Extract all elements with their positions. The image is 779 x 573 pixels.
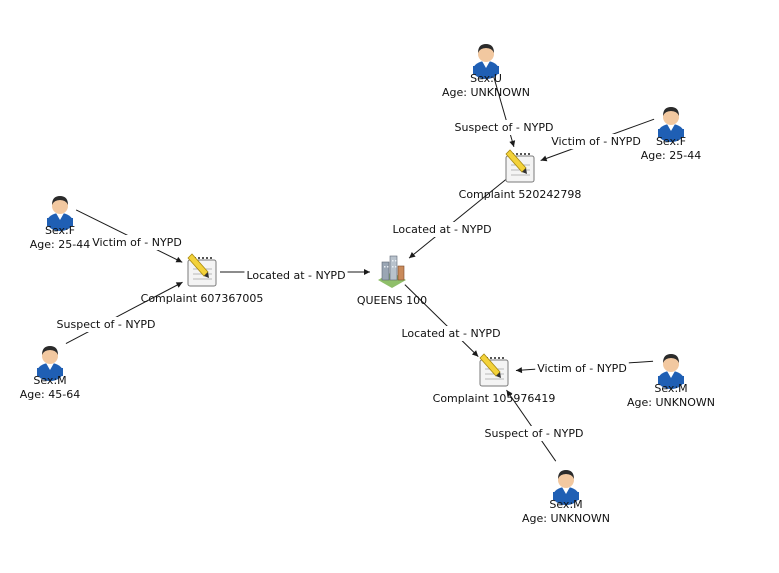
edge-label: Suspect of - NYPD — [57, 318, 156, 331]
edge-e1: Suspect of - NYPD — [452, 67, 556, 147]
edge-label: Located at - NYPD — [246, 269, 345, 282]
edge-label: Victim of - NYPD — [92, 236, 182, 249]
edge-e4: Victim of - NYPD — [75, 209, 184, 263]
edge-label: Suspect of - NYPD — [485, 427, 584, 440]
edge-arrowhead — [175, 282, 183, 288]
node-label-secondary: Age: UNKNOWN — [627, 396, 715, 409]
node-complaint-105976419[interactable]: Complaint 105976419 — [433, 353, 556, 405]
edge-arrowhead — [509, 140, 516, 147]
edge-arrowhead — [515, 367, 523, 374]
edge-label-background — [390, 222, 494, 237]
node-queens-100[interactable]: QUEENS 100 — [357, 255, 427, 307]
edge-e3: Located at - NYPD — [390, 178, 507, 259]
edge-label-background — [482, 426, 586, 441]
edge-label-background — [535, 361, 629, 376]
edge-e5: Suspect of - NYPD — [54, 281, 183, 345]
edge-line — [65, 281, 183, 345]
node-label-primary: Complaint 607367005 — [141, 292, 264, 305]
edge-label-background — [452, 120, 556, 135]
edge-e2: Victim of - NYPD — [540, 118, 655, 162]
edge-arrowhead — [409, 252, 416, 259]
node-label-secondary: Age: UNKNOWN — [442, 86, 530, 99]
notepad-pencil-icon — [505, 149, 535, 183]
edge-label: Located at - NYPD — [392, 223, 491, 236]
edge-line — [506, 389, 557, 462]
edge-arrowhead — [364, 269, 370, 275]
edge-e6: Located at - NYPD — [220, 268, 370, 283]
edge-label: Suspect of - NYPD — [455, 121, 554, 134]
edge-arrowhead — [506, 390, 513, 397]
node-label-primary: Sex:M — [33, 374, 66, 387]
node-label-primary: Sex:F — [45, 224, 75, 237]
node-label-primary: Sex:F — [656, 135, 686, 148]
edge-label: Victim of - NYPD — [551, 135, 641, 148]
edge-label-background — [549, 134, 643, 149]
edge-label-background — [244, 268, 348, 283]
edge-label-background — [90, 235, 184, 250]
edge-arrowhead — [471, 350, 479, 357]
node-label-secondary: Age: 25-44 — [30, 238, 90, 251]
node-label-primary: Sex:M — [654, 382, 687, 395]
edge-arrowhead — [175, 256, 183, 263]
node-complaint-607367005[interactable]: Complaint 607367005 — [141, 253, 264, 305]
edge-label: Located at - NYPD — [401, 327, 500, 340]
edge-e8: Victim of - NYPD — [515, 360, 654, 376]
edge-line — [404, 284, 479, 357]
edge-label-background — [399, 326, 503, 341]
node-label-secondary: Age: UNKNOWN — [522, 512, 610, 525]
node-label-secondary: Age: 45-64 — [20, 388, 80, 401]
notepad-pencil-icon — [187, 253, 217, 287]
nodes-layer: Complaint 520242798 Complaint 607367005 Co… — [20, 44, 715, 525]
notepad-pencil-icon — [479, 353, 509, 387]
node-label-primary: Complaint 105976419 — [433, 392, 556, 405]
edge-label-background — [54, 317, 158, 332]
edge-label: Victim of - NYPD — [537, 362, 627, 375]
node-label-primary: QUEENS 100 — [357, 294, 427, 307]
node-label-primary: Sex:U — [470, 72, 502, 85]
edge-line — [408, 178, 507, 259]
node-complaint-520242798[interactable]: Complaint 520242798 — [459, 149, 582, 201]
city-buildings-icon — [377, 255, 407, 289]
edge-e9: Suspect of - NYPD — [482, 389, 586, 462]
node-label-secondary: Age: 25-44 — [641, 149, 701, 162]
node-label-primary: Sex:M — [549, 498, 582, 511]
edge-e7: Located at - NYPD — [399, 284, 503, 357]
edge-arrowhead — [540, 155, 548, 162]
node-label-primary: Complaint 520242798 — [459, 188, 582, 201]
